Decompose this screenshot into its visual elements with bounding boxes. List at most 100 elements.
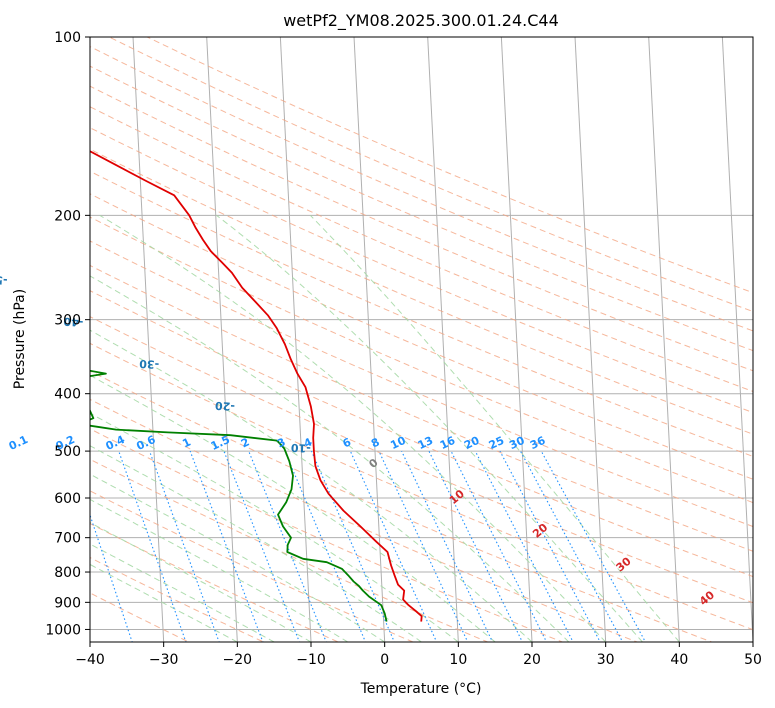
sounding-lines xyxy=(90,150,423,622)
theta-w-label: 30 xyxy=(614,554,634,574)
mixing-ratio-label: 8 xyxy=(369,435,381,450)
isotherm-label: -20 xyxy=(214,399,235,413)
mixing-ratio-line xyxy=(540,450,647,642)
y-tick-label: 900 xyxy=(54,595,81,611)
dry-adiabat-line xyxy=(90,490,415,642)
mixing-ratio-line xyxy=(378,450,469,642)
mixing-ratio-line xyxy=(118,450,187,642)
mixing-ratio-line xyxy=(189,450,264,642)
mixing-ratio-label: 0.4 xyxy=(104,433,127,453)
moist-adiabat-line xyxy=(90,498,349,642)
y-tick-label: 200 xyxy=(54,208,81,224)
mixing-ratio-label: 36 xyxy=(528,434,548,452)
dry-adiabat-line xyxy=(90,522,340,642)
y-axis-title: Pressure (hPa) xyxy=(12,289,28,389)
mixing-ratio-label: 0.1 xyxy=(7,433,30,453)
y-tick-label: 400 xyxy=(54,387,81,403)
moist-adiabat-line xyxy=(90,563,238,642)
mixing-ratio-label: 30 xyxy=(507,434,527,452)
dry-adiabat-line xyxy=(146,37,753,294)
mixing-ratio-line xyxy=(519,450,624,642)
mixing-ratio-line xyxy=(428,450,523,642)
y-axis: 100 200 300 400 500 600 700 800 900 1000 xyxy=(45,30,90,638)
x-tick-label: 10 xyxy=(449,652,467,668)
dry-adiabat-line xyxy=(90,65,753,352)
y-tick-label: 500 xyxy=(54,444,81,460)
isotherm-line xyxy=(721,37,753,642)
isotherm-line xyxy=(648,37,680,642)
x-tick-label: 50 xyxy=(744,652,762,668)
dry-adiabat-line xyxy=(90,264,753,552)
x-tick-label: 30 xyxy=(597,652,615,668)
isotherm-line xyxy=(427,37,459,642)
dry-adiabat-line xyxy=(90,193,753,480)
x-tick-label: 0 xyxy=(380,652,389,668)
dewpoint-line xyxy=(90,369,388,622)
dry-adiabat-line xyxy=(90,85,753,372)
mixing-ratio-label: 10 xyxy=(388,434,408,452)
dry-adiabat-line xyxy=(107,37,753,313)
mixing-ratio-line xyxy=(450,450,548,642)
dry-adiabat-line xyxy=(90,106,753,392)
isotherm-line xyxy=(574,37,607,642)
mixing-ratio-line xyxy=(401,450,494,642)
mixing-ratio-label: 20 xyxy=(462,434,482,452)
isotherm-line xyxy=(90,632,91,642)
isotherm-label: -30 xyxy=(139,357,160,371)
dry-adiabat-line xyxy=(90,240,753,528)
mixing-ratio-label: 13 xyxy=(416,434,435,452)
moist-adiabat-line xyxy=(90,543,275,642)
dry-adiabat-line xyxy=(90,45,753,332)
moist-adiabat-line xyxy=(90,374,496,642)
moist-adiabat-line xyxy=(90,329,533,642)
isotherm-label: -10 xyxy=(290,441,311,455)
mixing-ratio-line xyxy=(223,450,300,642)
x-tick-label: −40 xyxy=(75,652,105,668)
x-tick-label: −20 xyxy=(223,652,253,668)
mixing-ratio-label: 25 xyxy=(487,434,506,452)
isotherm-line xyxy=(500,37,533,642)
moist-adiabat-line xyxy=(309,214,680,642)
dry-adiabat-line xyxy=(90,342,753,631)
chart-title: wetPf2_YM08.2025.300.01.24.C44 xyxy=(283,11,559,31)
moist-adiabat-line xyxy=(90,473,385,642)
x-axis-title: Temperature (°C) xyxy=(360,681,482,697)
theta-w-label: 40 xyxy=(697,588,717,608)
moist-adiabat-line xyxy=(99,214,607,642)
dry-adiabat-line xyxy=(90,290,753,578)
x-tick-label: −30 xyxy=(149,652,179,668)
dry-adiabat-line xyxy=(90,556,265,642)
y-tick-label: 1000 xyxy=(45,622,81,638)
dry-adiabat-line xyxy=(90,148,753,435)
y-tick-label: 800 xyxy=(54,565,81,581)
x-axis: −40 −30 −20 −10 0 10 20 30 40 50 xyxy=(75,642,762,668)
isotherm-label: -40 xyxy=(63,315,84,329)
dry-adiabat-line xyxy=(90,428,564,642)
y-tick-label: 600 xyxy=(54,491,81,507)
dry-adiabat-line xyxy=(90,216,753,504)
moist-adiabat-line xyxy=(90,445,422,642)
y-tick-label: 700 xyxy=(54,531,81,547)
plot-frame xyxy=(89,36,754,643)
dry-adiabat-line xyxy=(90,127,753,414)
theta-w-label: 0 xyxy=(366,456,380,471)
dry-adiabat-line xyxy=(90,370,714,642)
isotherm-line xyxy=(353,37,386,642)
mixing-ratio-label: 16 xyxy=(438,434,458,452)
x-tick-label: −10 xyxy=(296,652,326,668)
isotherm-label: -50 xyxy=(0,273,8,287)
dry-adiabat-line xyxy=(90,592,190,642)
isotherm-line xyxy=(279,37,312,642)
y-tick-label: 300 xyxy=(54,313,81,329)
mixing-ratio-label: 1 xyxy=(180,435,192,450)
moist-adiabat-line xyxy=(216,214,643,642)
moist-adiabat-line xyxy=(90,275,570,642)
x-tick-label: 40 xyxy=(670,652,688,668)
dry-adiabat-line xyxy=(90,170,753,457)
mixing-ratio-line xyxy=(310,450,395,642)
isotherm-line xyxy=(132,37,165,642)
x-tick-label: 20 xyxy=(523,652,541,668)
isotherm-line xyxy=(206,37,238,642)
dry-adiabat-line xyxy=(90,316,753,604)
